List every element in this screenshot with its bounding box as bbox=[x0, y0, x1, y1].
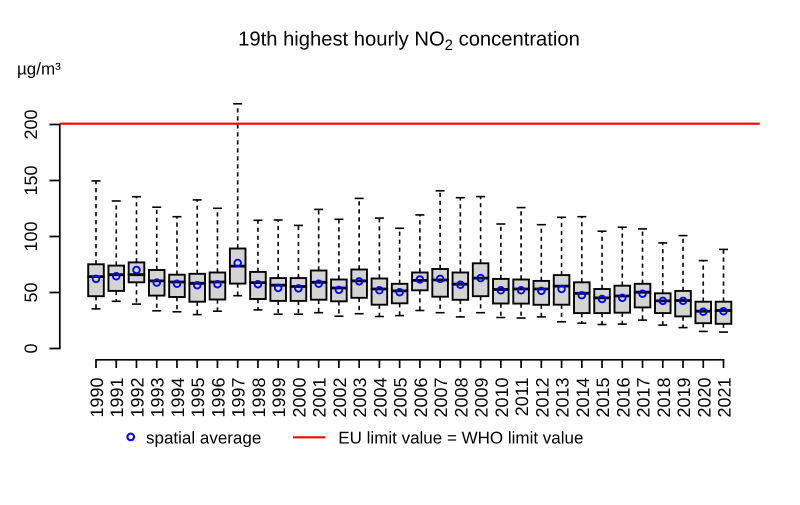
svg-text:1996: 1996 bbox=[208, 378, 228, 418]
svg-text:100: 100 bbox=[21, 221, 41, 251]
svg-text:2007: 2007 bbox=[431, 378, 451, 418]
svg-text:1997: 1997 bbox=[229, 378, 249, 418]
svg-text:2019: 2019 bbox=[674, 378, 694, 418]
svg-text:1995: 1995 bbox=[188, 378, 208, 418]
svg-text:2015: 2015 bbox=[593, 378, 613, 418]
svg-text:50: 50 bbox=[21, 282, 41, 302]
svg-text:200: 200 bbox=[21, 109, 41, 139]
svg-text:2020: 2020 bbox=[694, 378, 714, 418]
svg-text:2004: 2004 bbox=[370, 378, 390, 418]
svg-text:1999: 1999 bbox=[269, 378, 289, 418]
svg-text:2009: 2009 bbox=[472, 378, 492, 418]
svg-text:2018: 2018 bbox=[654, 378, 674, 418]
svg-text:EU limit value = WHO limit val: EU limit value = WHO limit value bbox=[338, 429, 583, 448]
svg-text:µg/m³: µg/m³ bbox=[17, 59, 61, 78]
svg-text:2012: 2012 bbox=[532, 378, 552, 418]
svg-text:2010: 2010 bbox=[492, 378, 512, 418]
svg-text:2013: 2013 bbox=[553, 378, 573, 418]
svg-text:2006: 2006 bbox=[411, 378, 431, 418]
svg-text:2011: 2011 bbox=[512, 378, 532, 417]
svg-text:2008: 2008 bbox=[451, 378, 471, 418]
svg-text:150: 150 bbox=[21, 165, 41, 195]
svg-text:2014: 2014 bbox=[573, 378, 593, 418]
svg-text:2001: 2001 bbox=[310, 378, 330, 418]
svg-text:2003: 2003 bbox=[350, 378, 370, 418]
svg-text:2000: 2000 bbox=[289, 378, 309, 418]
svg-text:1992: 1992 bbox=[127, 378, 147, 418]
svg-text:2017: 2017 bbox=[634, 378, 654, 418]
svg-text:1994: 1994 bbox=[168, 378, 188, 418]
svg-text:1990: 1990 bbox=[87, 378, 107, 418]
svg-text:2002: 2002 bbox=[330, 378, 350, 418]
svg-text:1998: 1998 bbox=[249, 378, 269, 418]
svg-text:1991: 1991 bbox=[107, 378, 127, 418]
svg-text:19th highest hourly NO2 concen: 19th highest hourly NO2 concentration bbox=[238, 28, 580, 54]
svg-text:spatial average: spatial average bbox=[146, 429, 261, 448]
svg-text:1993: 1993 bbox=[148, 378, 168, 418]
svg-text:2021: 2021 bbox=[715, 378, 735, 418]
svg-text:2016: 2016 bbox=[613, 378, 633, 418]
svg-text:2005: 2005 bbox=[391, 378, 411, 418]
svg-text:0: 0 bbox=[21, 343, 41, 353]
